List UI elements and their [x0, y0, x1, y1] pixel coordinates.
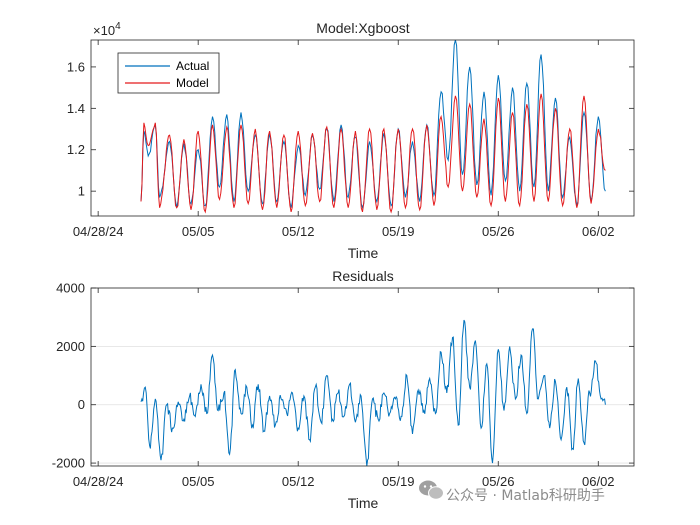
x-tick-label: 04/28/24 [73, 224, 124, 239]
model-series-line [140, 93, 606, 214]
legend-actual-label: Actual [176, 59, 209, 73]
model-x-ticks: 04/28/24 05/05 05/12 05/19 05/26 06/02 [73, 40, 615, 239]
residuals-x-ticks: 04/28/24 05/05 05/12 05/19 05/26 06/02 [73, 288, 615, 489]
y-tick-label: 0 [78, 397, 85, 412]
x-tick-label: 06/02 [582, 474, 615, 489]
residuals-x-axis-title: Time [348, 495, 379, 511]
y-tick-label: 4000 [56, 281, 85, 296]
x-tick-label: 05/05 [182, 474, 215, 489]
residuals-plot-frame [90, 287, 635, 467]
y-tick-label: 1.4 [67, 101, 85, 116]
x-tick-label: 05/19 [382, 224, 415, 239]
y-tick-label: 1 [78, 184, 85, 199]
y-tick-label: -2000 [52, 456, 85, 471]
y-tick-label: 1.6 [67, 59, 85, 74]
y-exponent-base: ×10 [93, 23, 115, 38]
watermark: 公众号 · Matlab科研助手 [419, 480, 605, 504]
model-chart-title: Model:Xgboost [316, 20, 410, 36]
x-tick-label: 05/26 [482, 224, 515, 239]
residuals-chart: Residuals 04/28/24 05/05 05/12 05/19 05/26 06… [52, 268, 635, 511]
model-plot-area [140, 40, 606, 214]
model-plot-frame [90, 39, 635, 217]
x-tick-label: 05/26 [482, 474, 515, 489]
residuals-series-line [140, 319, 606, 467]
y-tick-label: 1.2 [67, 142, 85, 157]
model-x-axis-title: Time [348, 245, 379, 261]
y-tick-label: 2000 [56, 339, 85, 354]
legend[interactable]: Actual Model [117, 52, 220, 94]
legend-box [117, 52, 220, 94]
model-y-ticks: 1 1.2 1.4 1.6 [67, 59, 634, 199]
x-tick-label: 04/28/24 [73, 474, 124, 489]
x-tick-label: 05/05 [182, 224, 215, 239]
x-tick-label: 05/12 [282, 224, 315, 239]
residuals-plot-area [140, 319, 606, 467]
residuals-chart-title: Residuals [332, 268, 393, 284]
residuals-y-ticks: -2000 0 2000 4000 [52, 281, 634, 471]
model-chart: Model:Xgboost ×104 04/28/24 05/05 05/12 05/… [67, 20, 635, 261]
watermark-text: 公众号 · Matlab科研助手 [446, 488, 605, 504]
x-tick-label: 05/19 [382, 474, 415, 489]
x-tick-label: 05/12 [282, 474, 315, 489]
x-tick-label: 06/02 [582, 224, 615, 239]
y-exponent-label: ×104 [93, 21, 121, 38]
legend-model-label: Model [176, 76, 209, 90]
y-exponent-power: 4 [115, 21, 121, 32]
wechat-icon [419, 480, 444, 500]
